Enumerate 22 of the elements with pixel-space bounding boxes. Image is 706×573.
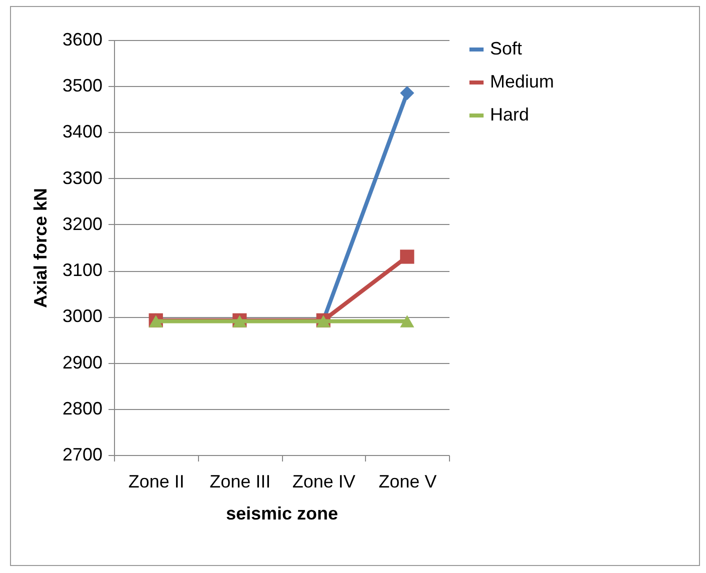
- y-tick-label: 3100: [62, 260, 102, 280]
- x-axis-title: seismic zone: [226, 504, 338, 524]
- y-axis-title: Axial force kN: [30, 188, 50, 308]
- legend-label: Hard: [490, 104, 530, 124]
- x-tick-label: Zone II: [128, 472, 184, 492]
- x-tick-label: Zone IV: [292, 472, 356, 492]
- y-tick-label: 2700: [62, 444, 102, 464]
- y-tick-label: 3200: [62, 214, 102, 234]
- x-tick-label: Zone III: [210, 472, 271, 492]
- point: [400, 250, 414, 264]
- y-tick-label: 3400: [62, 122, 102, 142]
- point: [400, 86, 414, 100]
- legend-label: Medium: [490, 72, 554, 92]
- y-tick-label: 3300: [62, 168, 102, 188]
- y-tick-label: 3000: [62, 306, 102, 326]
- y-tick-label: 3500: [62, 76, 102, 96]
- legend-label: Soft: [490, 38, 522, 58]
- y-tick-label: 2800: [62, 398, 102, 418]
- y-tick-label: 2900: [62, 352, 102, 372]
- y-tick-label: 3600: [62, 30, 102, 50]
- point: [400, 315, 414, 328]
- x-tick-label: Zone V: [378, 472, 437, 492]
